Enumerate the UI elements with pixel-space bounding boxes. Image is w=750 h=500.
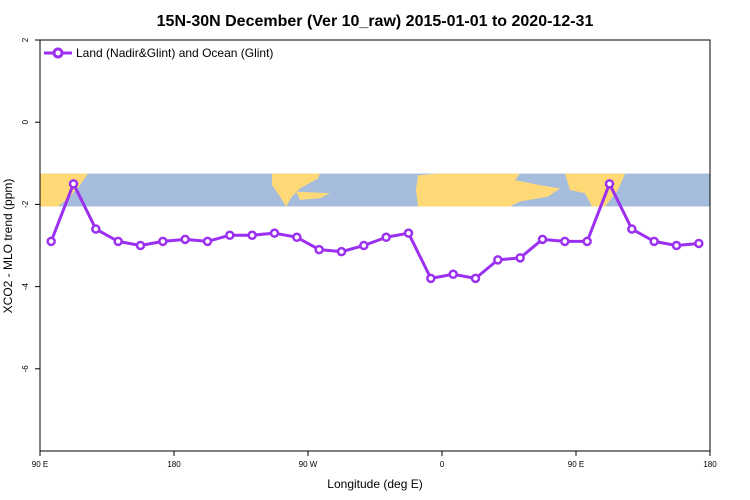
chart-title: 15N-30N December (Ver 10_raw) 2015-01-01…	[157, 13, 594, 30]
data-point	[113, 236, 123, 247]
data-point	[135, 240, 146, 251]
data-point	[403, 228, 414, 238]
data-point	[336, 246, 347, 257]
data-point	[448, 269, 458, 280]
data-point	[426, 273, 436, 284]
data-point	[225, 230, 235, 240]
land-africa-arabia	[416, 173, 560, 207]
series-layer	[46, 179, 704, 284]
x-tick-label: 180	[167, 460, 181, 469]
data-point	[359, 240, 369, 251]
data-point	[671, 240, 682, 251]
data-point	[649, 236, 659, 247]
data-point	[269, 228, 280, 238]
data-point	[292, 232, 302, 243]
y-tick-label: -6	[21, 365, 30, 373]
data-point	[68, 179, 79, 189]
y-tick-label: 0	[21, 119, 30, 124]
data-point	[381, 232, 391, 243]
y-axis-label: XCO2 - MLO trend (ppm)	[1, 179, 15, 314]
x-tick-label: 90 E	[32, 460, 48, 469]
data-point	[46, 236, 56, 247]
data-point	[202, 236, 213, 247]
data-point	[91, 224, 101, 234]
land-north-america	[272, 173, 320, 207]
world-map-band	[40, 173, 710, 207]
data-point	[582, 236, 592, 247]
data-point	[537, 234, 548, 245]
legend: Land (Nadir&Glint) and Ocean (Glint)	[44, 46, 273, 60]
y-axis: 2 0 -2 -4 -6	[21, 37, 40, 372]
legend-marker-swatch	[52, 47, 64, 59]
plot-frame	[39, 39, 711, 452]
data-point	[180, 234, 190, 245]
x-tick-label: 180	[703, 460, 717, 469]
data-point	[515, 253, 525, 263]
data-point	[314, 244, 324, 255]
data-point	[493, 255, 503, 265]
land-caribbean	[296, 191, 330, 200]
data-point	[604, 179, 615, 189]
legend-entry: Land (Nadir&Glint) and Ocean (Glint)	[76, 46, 273, 60]
data-point	[627, 224, 637, 234]
x-tick-label: 0	[440, 460, 445, 469]
x-tick-label: 90 W	[299, 460, 318, 469]
x-tick-label: 90 E	[568, 460, 584, 469]
y-tick-label: -2	[21, 200, 30, 208]
x-axis-label: Longitude (deg E)	[327, 477, 422, 491]
y-tick-label: 2	[21, 37, 30, 42]
data-point	[694, 238, 704, 249]
data-point	[158, 236, 168, 247]
data-point	[470, 273, 481, 284]
x-axis: 90 E 180 90 W 0 90 E 180	[32, 451, 717, 469]
data-point	[560, 236, 570, 247]
data-point	[247, 230, 257, 240]
y-tick-label: -4	[21, 282, 30, 290]
